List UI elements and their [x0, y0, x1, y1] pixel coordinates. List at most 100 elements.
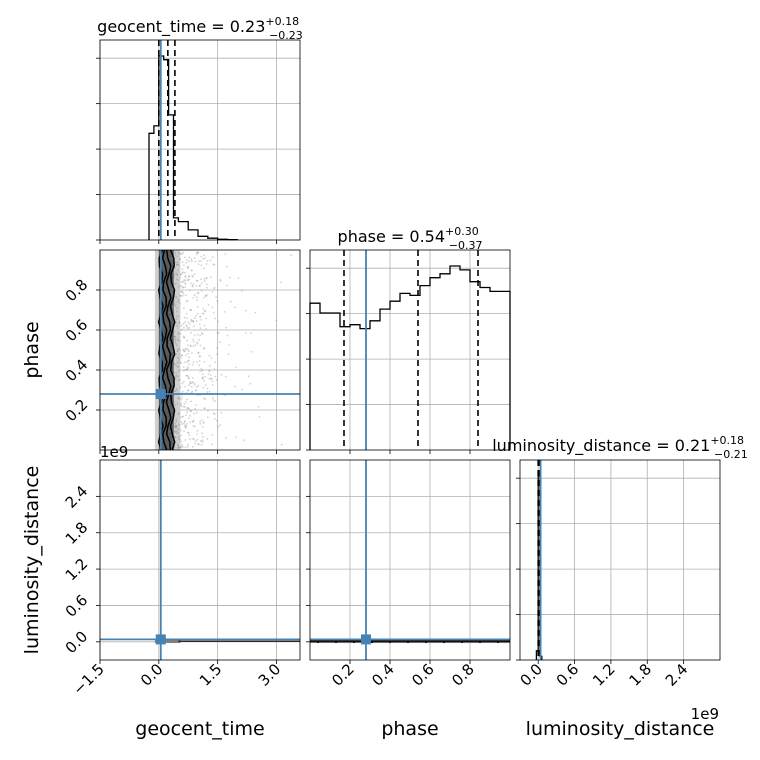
sample-point	[188, 260, 191, 263]
sample-point	[216, 331, 219, 334]
sample-point	[192, 420, 195, 423]
sample-point	[186, 368, 189, 371]
sample-point	[280, 281, 282, 284]
sample-point	[183, 337, 186, 339]
x-tick-label: 0.8	[448, 660, 478, 690]
xlabel-phase: phase	[381, 718, 438, 740]
sample-point	[200, 255, 203, 258]
sample-point	[171, 318, 174, 321]
x-tick-label: 0.2	[328, 660, 358, 690]
sample-point	[197, 263, 200, 266]
sample-point	[177, 398, 180, 400]
sample-point	[177, 252, 180, 255]
sample-point	[187, 352, 190, 355]
sample-point	[193, 382, 196, 385]
sample-point	[176, 425, 178, 428]
sample-point	[188, 350, 190, 352]
sample-point	[181, 354, 184, 357]
sample-point	[181, 252, 184, 255]
sample-point	[214, 375, 217, 378]
y-tick-label: 0.6	[62, 591, 92, 621]
sample-point	[167, 429, 170, 432]
sample-point	[193, 340, 195, 343]
sample-point	[175, 315, 178, 317]
sample-point	[203, 397, 205, 400]
sample-point	[174, 425, 177, 428]
sample-point	[198, 260, 201, 262]
sample-point	[176, 362, 179, 364]
sample-point	[177, 315, 179, 318]
sample-point	[213, 368, 216, 370]
y-tick-label: 0.2	[62, 396, 92, 426]
sample-point	[187, 389, 189, 392]
sample-point	[199, 327, 202, 330]
sample-point	[234, 385, 237, 388]
sample-point	[210, 357, 213, 359]
sample-point	[179, 258, 181, 260]
ylabel-luminosity-distance: luminosity_distance	[21, 466, 43, 655]
sample-point	[191, 381, 194, 384]
sample-point	[184, 424, 187, 427]
sample-point	[181, 295, 184, 297]
offset-text-y: 1e9	[100, 443, 128, 461]
sample-point	[180, 273, 183, 276]
sample-point	[206, 416, 209, 418]
sample-point	[175, 375, 178, 377]
sample-point	[187, 431, 190, 434]
sample-point	[280, 443, 283, 446]
sample-point	[185, 324, 188, 326]
sample-point	[183, 279, 186, 281]
axes-frames	[99, 39, 721, 661]
sample-point	[208, 354, 211, 357]
sample-point	[199, 323, 201, 326]
title-minus: −0.37	[449, 239, 483, 252]
sample-point	[180, 356, 182, 359]
sample-point	[215, 379, 218, 381]
sample-point	[189, 438, 191, 440]
sample-point	[179, 340, 181, 342]
sample-point	[182, 326, 185, 329]
sample-point	[185, 262, 188, 264]
contour-line	[165, 249, 172, 451]
sample-point	[209, 374, 212, 376]
sample-point	[180, 290, 183, 293]
sample-point	[182, 380, 185, 383]
sample-point	[190, 309, 193, 311]
sample-point	[185, 300, 188, 303]
sample-point	[179, 273, 182, 275]
sample-point	[180, 398, 183, 401]
sample-point	[182, 251, 185, 254]
sample-point	[175, 278, 178, 281]
sample-point	[172, 307, 174, 310]
sample-point	[177, 428, 180, 430]
sample-point	[202, 422, 205, 424]
sample-point	[177, 333, 180, 335]
sample-point	[184, 426, 187, 429]
sample-point	[175, 296, 178, 299]
sample-point	[173, 362, 176, 365]
title-prefix: phase =	[338, 227, 410, 246]
sample-point	[199, 316, 201, 319]
sample-point	[200, 289, 203, 292]
sample-point	[189, 382, 192, 384]
sample-point	[219, 278, 222, 281]
sample-point	[195, 411, 198, 414]
sample-point	[197, 384, 200, 387]
sample-point	[244, 309, 247, 312]
sample-point	[181, 443, 183, 446]
sample-point	[182, 366, 185, 368]
sample-point	[173, 402, 175, 405]
sample-point	[174, 339, 177, 341]
x-tick-label: 0.0	[137, 660, 167, 690]
sample-point	[173, 435, 176, 438]
sample-point	[200, 278, 202, 281]
sample-point	[214, 361, 217, 363]
sample-point	[187, 321, 190, 324]
sample-point	[185, 312, 188, 315]
sample-point	[177, 379, 180, 381]
sample-point	[216, 346, 219, 349]
sample-point	[176, 365, 179, 368]
sample-point	[192, 320, 195, 323]
sample-point	[168, 404, 170, 406]
